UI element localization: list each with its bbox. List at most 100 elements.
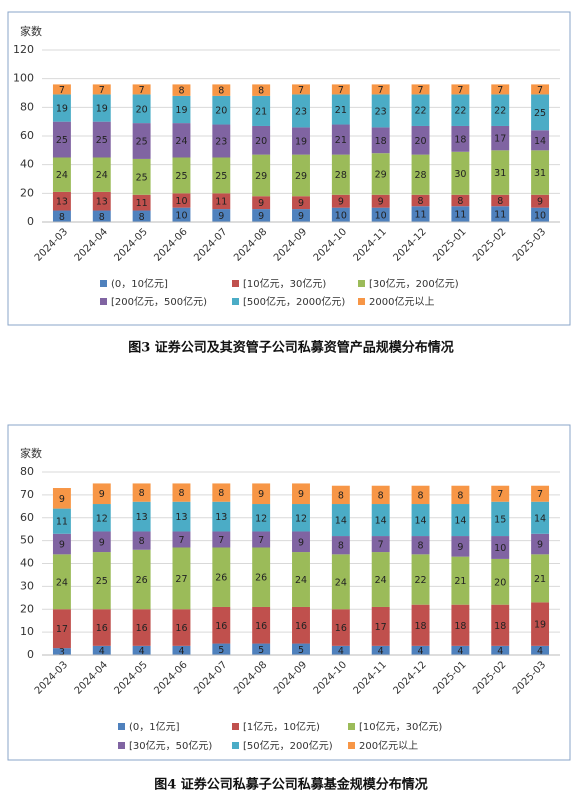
- bar-segment: [491, 485, 510, 502]
- data-label: 18: [454, 134, 466, 145]
- data-label: 5: [298, 645, 304, 656]
- bar-segment: [132, 483, 151, 502]
- data-label: 16: [175, 623, 187, 634]
- bar-segment: [331, 194, 350, 208]
- bar-segment: [92, 645, 111, 655]
- data-label: 26: [136, 575, 148, 586]
- bar-segment: [451, 556, 470, 605]
- x-tick-label: 2024-07: [192, 226, 229, 263]
- bar-segment: [52, 94, 71, 122]
- bar-segment: [252, 483, 271, 505]
- data-label: 8: [457, 196, 463, 207]
- data-label: 12: [96, 513, 108, 524]
- data-label: 19: [96, 104, 108, 115]
- data-label: 9: [298, 537, 304, 548]
- bar-segment: [531, 485, 550, 502]
- data-label: 25: [136, 172, 148, 183]
- data-label: 8: [418, 541, 424, 552]
- bar-segment: [172, 609, 191, 646]
- bar-segment: [52, 191, 71, 211]
- bar-segment: [491, 150, 510, 195]
- legend-label: [10亿元，30亿元): [243, 277, 326, 290]
- data-label: 4: [537, 646, 543, 657]
- bar-segment: [451, 485, 470, 505]
- data-label: 8: [338, 541, 344, 552]
- legend-label: [30亿元，200亿元): [369, 277, 459, 290]
- data-label: 21: [454, 576, 466, 587]
- bar-segment: [92, 609, 111, 646]
- bar-segment: [212, 84, 231, 96]
- bar-segment: [252, 125, 271, 155]
- data-label: 12: [255, 513, 267, 524]
- bar-segment: [411, 645, 430, 655]
- bar-segment: [292, 504, 310, 532]
- y-tick-label: 0: [27, 648, 34, 661]
- data-label: 29: [375, 169, 387, 180]
- bar-segment: [132, 609, 151, 646]
- data-label: 24: [56, 170, 68, 181]
- x-tick-label: 2025-01: [431, 659, 468, 696]
- data-label: 25: [96, 576, 108, 587]
- data-label: 13: [175, 512, 187, 523]
- legend-label: [10亿元，30亿元): [359, 720, 442, 733]
- bar-segment: [212, 124, 231, 158]
- data-label: 7: [457, 85, 463, 96]
- data-label: 7: [378, 540, 384, 551]
- bar-segment: [252, 95, 271, 126]
- bar-segment: [331, 645, 350, 655]
- x-tick-label: 2024-12: [391, 226, 428, 263]
- bar-segment: [371, 127, 390, 154]
- data-label: 16: [335, 623, 347, 634]
- bar-segment: [92, 94, 111, 122]
- x-tick-label: 2024-11: [352, 659, 389, 696]
- bar-segment: [52, 488, 71, 509]
- bar-segment: [252, 154, 271, 197]
- bar-segment: [331, 94, 350, 125]
- data-label: 7: [298, 85, 304, 96]
- data-label: 7: [99, 85, 105, 96]
- bar-segment: [52, 533, 71, 555]
- data-label: 26: [255, 573, 267, 584]
- data-label: 9: [59, 494, 65, 505]
- x-tick-label: 2025-02: [471, 659, 508, 696]
- bar-segment: [411, 554, 430, 605]
- data-label: 18: [454, 621, 466, 632]
- data-label: 24: [96, 170, 108, 181]
- bar-segment: [292, 483, 310, 505]
- bar-segment: [331, 207, 350, 222]
- data-label: 8: [418, 196, 424, 207]
- data-label: 10: [375, 210, 387, 221]
- data-label: 25: [96, 135, 108, 146]
- bar-segment: [172, 95, 191, 124]
- data-label: 22: [454, 106, 466, 117]
- data-label: 9: [537, 197, 543, 208]
- data-label: 13: [56, 197, 68, 208]
- bar-segment: [172, 645, 191, 655]
- data-label: 19: [175, 105, 187, 116]
- data-label: 10: [534, 210, 546, 221]
- bar-segment: [371, 536, 390, 553]
- bar-segment: [132, 501, 151, 532]
- bar-segment: [531, 84, 550, 95]
- data-label: 18: [494, 621, 506, 632]
- bar-segment: [212, 209, 231, 222]
- legend-swatch: [100, 298, 107, 305]
- y-tick-label: 80: [20, 100, 34, 113]
- legend-label: [50亿元，200亿元): [243, 739, 333, 752]
- data-label: 8: [457, 490, 463, 501]
- bar-segment: [491, 194, 510, 207]
- bar-segment: [212, 157, 231, 194]
- bar-segment: [491, 604, 510, 646]
- data-label: 23: [215, 137, 227, 148]
- data-label: 7: [139, 85, 145, 96]
- data-label: 8: [139, 536, 145, 547]
- data-label: 31: [534, 168, 546, 179]
- y-axis-label: 家数: [20, 24, 42, 38]
- bar-segment: [531, 130, 550, 151]
- bar-segment: [491, 645, 510, 655]
- data-label: 21: [255, 106, 267, 117]
- bar-segment: [252, 643, 271, 655]
- legend-label: 2000亿元以上: [369, 295, 434, 308]
- bar-segment: [172, 483, 191, 502]
